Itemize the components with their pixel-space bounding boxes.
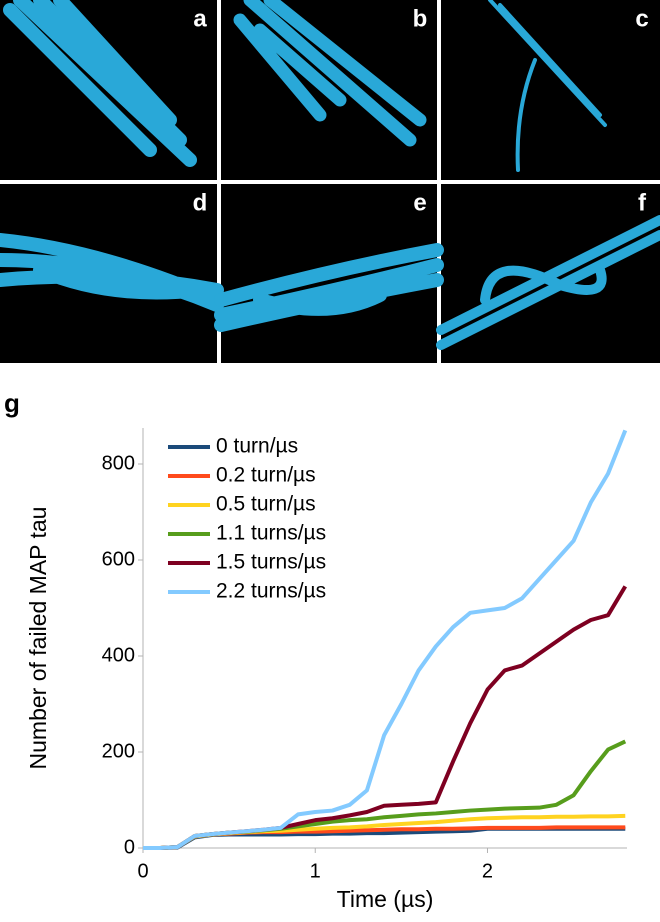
y-tick-label: 600 [102, 548, 135, 570]
y-tick-label: 200 [102, 740, 135, 762]
legend-label: 1.5 turns/µs [216, 551, 326, 574]
legend-label: 2.2 turns/µs [216, 580, 326, 603]
x-tick-label: 1 [310, 860, 321, 882]
x-axis-label: Time (µs) [337, 886, 434, 912]
panel-label: d [193, 189, 208, 216]
y-tick-label: 0 [124, 836, 135, 858]
x-tick-label: 2 [482, 860, 493, 882]
legend-label: 0 turn/µs [216, 435, 298, 458]
x-tick-label: 0 [137, 860, 148, 882]
y-tick-label: 400 [102, 644, 135, 666]
image-panels: a b c d e f [0, 0, 660, 363]
panel-c [441, 0, 660, 180]
panel-label: f [638, 189, 647, 216]
series-line [143, 429, 628, 850]
strands [0, 0, 660, 350]
series-line [143, 585, 627, 850]
panel-label: g [4, 388, 20, 418]
legend-label: 0.5 turn/µs [216, 493, 316, 516]
panel-label: b [413, 5, 428, 32]
panel-label: c [635, 5, 648, 32]
legend-label: 0.2 turn/µs [216, 464, 316, 487]
panel-label: a [193, 5, 207, 32]
y-tick-label: 800 [102, 452, 135, 474]
y-axis-label: Number of failed MAP tau [25, 507, 51, 770]
panel-label: e [413, 189, 426, 216]
legend-label: 1.1 turns/µs [216, 522, 326, 545]
